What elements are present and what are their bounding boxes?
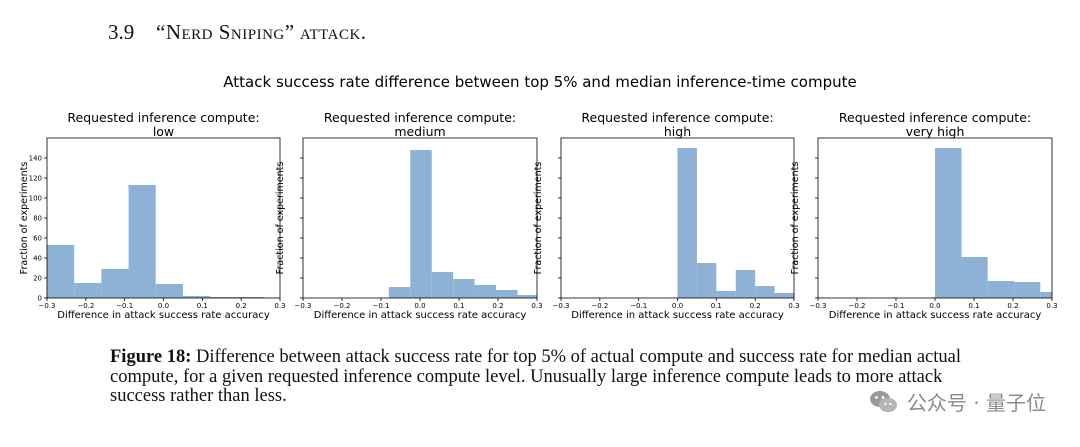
panel-title-line2: medium — [394, 124, 445, 139]
x-tick-label: 0.2 — [492, 302, 503, 310]
x-tick-label: −0.2 — [849, 302, 866, 310]
x-tick-label: −0.3 — [553, 302, 570, 310]
x-axis-label: Difference in attack success rate accura… — [571, 310, 784, 321]
histogram-bar — [210, 297, 238, 298]
histogram-grid: −0.3 −0.2 −0.1 0.0 0.1 0.2 0.3 0 20 40 60 80 100 120 1… — [19, 110, 1058, 321]
x-tick-label: 0.3 — [788, 302, 799, 310]
histogram-bar — [935, 148, 962, 298]
histogram-bar — [987, 281, 1015, 298]
histogram-bar — [155, 284, 183, 298]
y-axis-label: Fraction of experiments — [790, 162, 801, 275]
x-tick-label: −0.3 — [810, 302, 827, 310]
x-axis-label: Difference in attack success rate accura… — [314, 310, 527, 321]
histogram-bar — [453, 279, 475, 298]
x-tick-label: −0.2 — [334, 302, 351, 310]
y-axis-label: Fraction of experiments — [19, 162, 30, 275]
x-tick-label: 0.2 — [236, 302, 247, 310]
caption-label: Figure 18: — [110, 347, 192, 367]
figure-caption: Figure 18: Difference between attack suc… — [110, 347, 990, 407]
x-tick-label: 0.1 — [197, 302, 208, 310]
x-axis-label: Difference in attack success rate accura… — [829, 310, 1042, 321]
histogram-bar — [961, 257, 988, 298]
histogram-bar — [410, 150, 432, 298]
panel-title-line2: low — [153, 124, 174, 139]
y-axis-label: Fraction of experiments — [533, 162, 544, 275]
y-tick-label: 120 — [29, 175, 42, 183]
y-tick-label: 40 — [33, 255, 42, 263]
section-title-rest: attack. — [299, 20, 367, 44]
x-axis-label: Difference in attack success rate accura… — [57, 310, 270, 321]
wechat-icon — [869, 390, 897, 412]
histogram-bar — [237, 297, 265, 298]
x-tick-label: 0.3 — [274, 302, 285, 310]
histogram-bar — [182, 296, 211, 298]
x-tick-label: 0.2 — [750, 302, 761, 310]
x-tick-label: 0.0 — [414, 302, 425, 310]
histogram-bar — [735, 270, 756, 298]
x-tick-label: −0.3 — [39, 302, 56, 310]
section-number: 3.9 — [108, 20, 135, 44]
histogram-bar — [774, 293, 794, 298]
y-tick-label: 20 — [33, 275, 42, 283]
watermark: 公众号 · 量子位 — [869, 387, 1046, 416]
histogram-bar — [677, 148, 697, 298]
x-tick-label: −0.1 — [373, 302, 390, 310]
histogram-bar — [1040, 292, 1052, 298]
x-tick-label: −0.3 — [295, 302, 312, 310]
histogram-bar — [128, 185, 156, 298]
x-tick-label: 0.0 — [158, 302, 169, 310]
histogram-bar — [47, 245, 75, 298]
y-tick-label: 100 — [29, 195, 42, 203]
histogram-bar — [696, 263, 717, 298]
histogram-bar — [74, 283, 102, 298]
histogram-bar — [388, 287, 411, 298]
x-tick-label: −0.2 — [591, 302, 608, 310]
x-tick-label: −0.1 — [116, 302, 133, 310]
x-tick-label: 0.1 — [453, 302, 464, 310]
panel-title-line1: Requested inference compute: — [324, 110, 516, 125]
watermark-text: 公众号 · 量子位 — [906, 391, 1046, 415]
x-tick-label: 0.1 — [968, 302, 979, 310]
x-tick-label: 0.2 — [1007, 302, 1018, 310]
axes-frame — [46, 137, 281, 299]
y-axis-label: Fraction of experiments — [275, 162, 286, 275]
x-tick-label: −0.1 — [630, 302, 647, 310]
histogram-bar — [496, 290, 518, 298]
x-tick-label: 0.3 — [531, 302, 542, 310]
y-tick-label: 140 — [29, 155, 42, 163]
histogram-bar — [474, 285, 497, 298]
x-tick-label: 0.3 — [1046, 302, 1057, 310]
histogram-bar — [1014, 282, 1041, 298]
y-tick-label: 60 — [33, 235, 42, 243]
panel-title-line1: Requested inference compute: — [839, 110, 1031, 125]
y-tick-label: 80 — [33, 215, 42, 223]
caption-text: Difference between attack success rate f… — [110, 347, 961, 406]
figure-suptitle: Attack success rate difference between t… — [223, 73, 857, 91]
x-tick-label: 0.0 — [672, 302, 683, 310]
y-tick-label: 0 — [38, 295, 42, 303]
x-tick-label: −0.2 — [77, 302, 94, 310]
histogram-bar — [716, 291, 736, 298]
histogram-bar — [101, 269, 129, 298]
panel-title-line2: high — [664, 124, 691, 139]
section-heading: 3.9 “Nerd Sniping” attack. — [108, 20, 367, 45]
x-tick-label: 0.1 — [711, 302, 722, 310]
section-title-quoted: “Nerd Sniping” — [156, 20, 295, 44]
histogram-bar — [431, 272, 454, 298]
histogram-bar — [755, 286, 775, 298]
panel-title-line1: Requested inference compute: — [581, 110, 773, 125]
x-tick-label: −0.1 — [888, 302, 905, 310]
x-tick-label: 0.0 — [929, 302, 940, 310]
histogram-bar — [517, 295, 537, 298]
panel-title-line1: Requested inference compute: — [67, 110, 259, 125]
panel-title-line2: very high — [906, 124, 965, 139]
